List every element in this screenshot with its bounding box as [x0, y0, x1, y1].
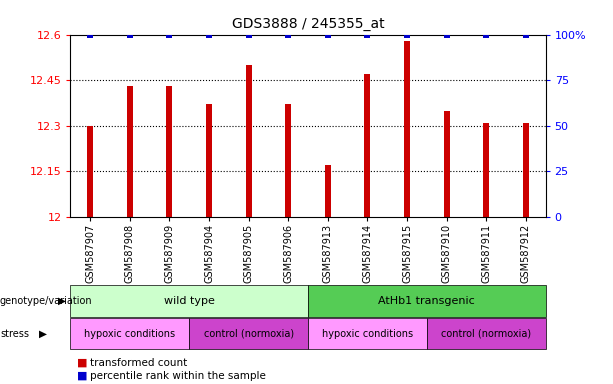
- Point: [244, 31, 254, 38]
- Bar: [87, 126, 93, 217]
- Text: ■: ■: [77, 371, 87, 381]
- Text: transformed count: transformed count: [90, 358, 188, 368]
- Point: [323, 31, 333, 38]
- Point: [402, 31, 412, 38]
- Text: control (normoxia): control (normoxia): [441, 329, 531, 339]
- Point: [521, 31, 531, 38]
- Text: ■: ■: [77, 358, 87, 368]
- Bar: [404, 41, 410, 217]
- Title: GDS3888 / 245355_at: GDS3888 / 245355_at: [232, 17, 384, 31]
- Text: hypoxic conditions: hypoxic conditions: [322, 329, 413, 339]
- Bar: [444, 111, 449, 217]
- Bar: [365, 74, 370, 217]
- Text: ▶: ▶: [58, 296, 66, 306]
- Point: [442, 31, 452, 38]
- Bar: [285, 104, 291, 217]
- Text: stress: stress: [0, 329, 29, 339]
- Bar: [325, 165, 331, 217]
- Point: [164, 31, 174, 38]
- Bar: [167, 86, 172, 217]
- Point: [204, 31, 214, 38]
- Bar: [246, 65, 251, 217]
- Text: percentile rank within the sample: percentile rank within the sample: [90, 371, 266, 381]
- Text: ▶: ▶: [39, 329, 47, 339]
- Bar: [127, 86, 133, 217]
- Point: [125, 31, 135, 38]
- Point: [283, 31, 293, 38]
- Text: control (normoxia): control (normoxia): [204, 329, 294, 339]
- Point: [362, 31, 372, 38]
- Point: [85, 31, 95, 38]
- Text: genotype/variation: genotype/variation: [0, 296, 93, 306]
- Bar: [523, 123, 529, 217]
- Bar: [206, 104, 212, 217]
- Text: hypoxic conditions: hypoxic conditions: [85, 329, 175, 339]
- Text: AtHb1 transgenic: AtHb1 transgenic: [378, 296, 475, 306]
- Bar: [483, 123, 489, 217]
- Point: [481, 31, 491, 38]
- Text: wild type: wild type: [164, 296, 215, 306]
